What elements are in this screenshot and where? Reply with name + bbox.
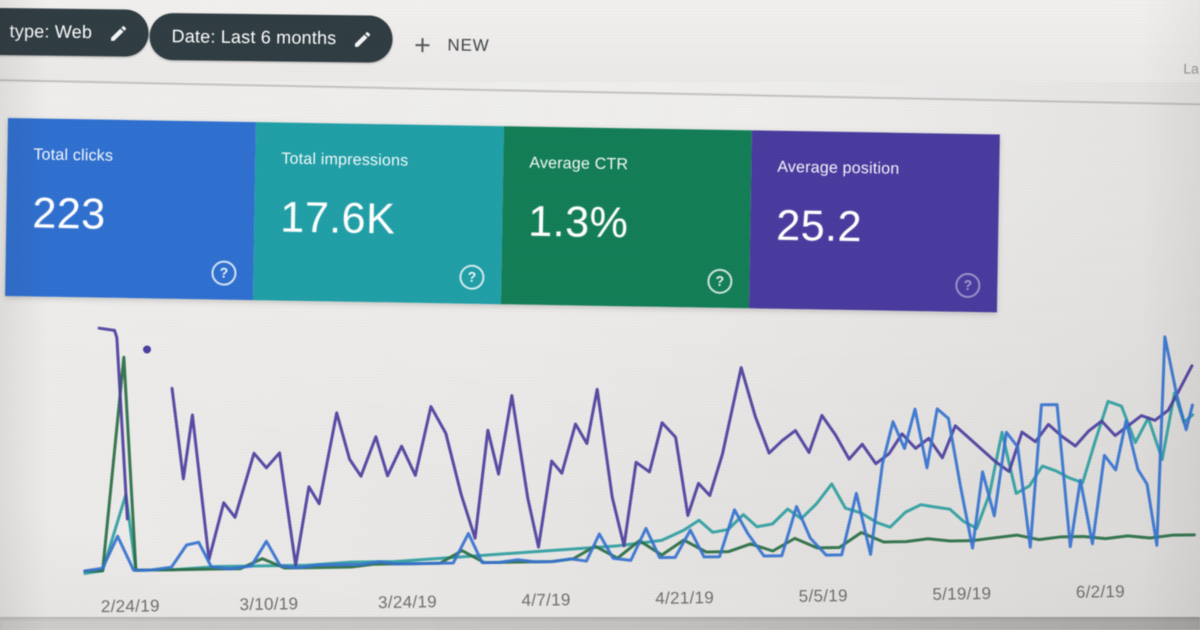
x-axis-label: 5/5/19 [798, 586, 848, 606]
metric-cards-row: Total clicks 223 ? Total impressions 17.… [5, 118, 1000, 313]
metric-card-value: 1.3% [527, 197, 629, 248]
help-icon[interactable]: ? [955, 272, 981, 299]
x-axis-label: 3/10/19 [239, 594, 299, 615]
edit-icon[interactable] [108, 23, 128, 43]
x-axis-label: 5/19/19 [932, 583, 992, 604]
performance-chart-canvas [83, 326, 1196, 575]
x-axis-label: 4/7/19 [521, 590, 571, 610]
series-line-impressions [83, 391, 1195, 575]
series-point-position [143, 345, 152, 354]
toolbar: type: Web Date: Last 6 months NEW La [0, 0, 1200, 95]
filter-chip-date-range-label: Date: Last 6 months [171, 26, 337, 49]
performance-chart: 2/24/19 3/10/19 3/24/19 4/7/19 4/21/19 5/5/19… [0, 297, 1200, 630]
edit-icon[interactable] [352, 29, 372, 49]
help-icon[interactable]: ? [707, 268, 733, 295]
metric-card-label: Total impressions [281, 150, 409, 170]
filter-chip-search-type-label: type: Web [9, 21, 93, 43]
new-filter-button-label: NEW [447, 35, 490, 55]
series-line-clicks [83, 335, 1194, 573]
plus-icon [410, 33, 434, 57]
help-icon[interactable]: ? [459, 264, 485, 290]
metric-card-value: 25.2 [775, 201, 863, 252]
series-line-position [170, 364, 1194, 567]
metric-card-label: Average CTR [529, 154, 629, 174]
help-icon[interactable]: ? [211, 260, 237, 286]
x-axis-label: 3/24/19 [377, 592, 438, 613]
filter-chip-search-type[interactable]: type: Web [0, 7, 149, 57]
x-axis-label: 6/2/19 [1075, 581, 1126, 602]
x-axis-label: 4/21/19 [655, 588, 715, 608]
metric-card-value: 223 [32, 189, 107, 239]
series-line-position [97, 326, 129, 521]
metric-card-average-ctr[interactable]: Average CTR 1.3% ? [500, 126, 752, 309]
metric-card-average-position[interactable]: Average position 25.2 ? [748, 130, 1000, 313]
top-right-partial-text: La [1183, 60, 1199, 77]
filter-chip-date-range[interactable]: Date: Last 6 months [149, 12, 393, 63]
metric-card-label: Total clicks [33, 146, 114, 165]
new-filter-button[interactable]: NEW [402, 27, 497, 64]
metric-card-value: 17.6K [279, 193, 396, 244]
metric-card-total-clicks[interactable]: Total clicks 223 ? [5, 118, 256, 301]
metric-card-label: Average position [777, 158, 900, 178]
x-axis-label: 2/24/19 [100, 596, 160, 617]
metric-card-total-impressions[interactable]: Total impressions 17.6K ? [253, 122, 504, 305]
screen-bottom-edge [0, 617, 1200, 630]
